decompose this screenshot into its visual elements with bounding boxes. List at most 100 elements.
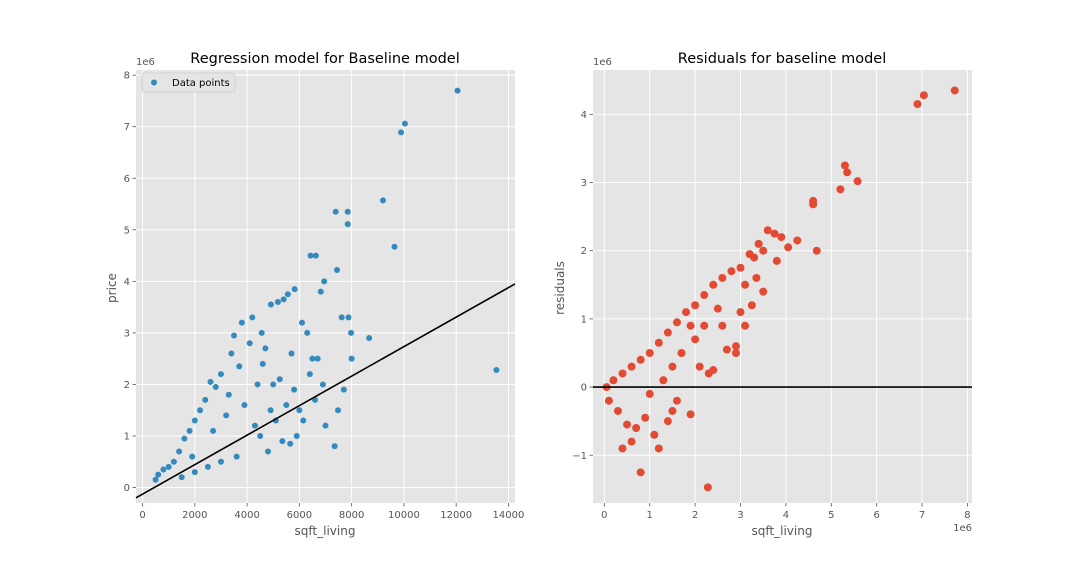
data-point — [262, 345, 269, 352]
data-point — [312, 252, 319, 259]
data-point — [300, 417, 307, 424]
data-point — [654, 444, 663, 453]
data-point — [204, 463, 211, 470]
data-point — [645, 389, 654, 398]
data-point — [317, 288, 324, 295]
data-point — [713, 304, 722, 313]
data-point — [613, 406, 622, 415]
data-point — [731, 342, 740, 351]
data-point — [645, 348, 654, 357]
data-point — [246, 340, 253, 347]
data-point — [741, 280, 750, 289]
data-point — [254, 381, 261, 388]
data-point — [348, 355, 355, 362]
data-point — [836, 185, 845, 194]
x-tick-label: 1 — [647, 510, 653, 521]
data-point — [238, 319, 245, 326]
x-tick-label: 2000 — [182, 510, 207, 521]
data-point — [283, 402, 290, 409]
data-point — [176, 448, 183, 455]
data-point — [747, 301, 756, 310]
y-tick-label: 0 — [581, 383, 587, 394]
data-point — [155, 471, 162, 478]
data-point — [722, 345, 731, 354]
y-tick-label: 2 — [124, 380, 130, 391]
data-point — [627, 437, 636, 446]
y-tick-label: 2 — [581, 246, 587, 257]
data-point — [704, 369, 713, 378]
data-point — [632, 423, 641, 432]
data-point — [189, 453, 196, 460]
data-point — [241, 402, 248, 409]
data-point — [668, 406, 677, 415]
data-point — [809, 200, 818, 209]
data-point — [709, 280, 718, 289]
legend-marker — [151, 79, 157, 86]
data-point — [345, 314, 352, 321]
data-point — [335, 407, 342, 414]
x-tick-label: 14000 — [493, 510, 525, 521]
data-point — [267, 407, 274, 414]
data-point — [493, 367, 500, 374]
data-point — [249, 314, 256, 321]
data-point — [288, 350, 295, 357]
data-point — [763, 226, 772, 235]
data-point — [321, 278, 328, 285]
y-tick-label: 6 — [124, 174, 130, 185]
data-point — [207, 378, 214, 385]
data-point — [853, 177, 862, 186]
data-point — [233, 453, 240, 460]
x-tick-label: 5 — [828, 510, 834, 521]
data-point — [291, 286, 298, 293]
data-point — [741, 321, 750, 330]
data-point — [307, 252, 314, 259]
data-point — [276, 376, 283, 383]
data-point — [236, 363, 243, 370]
chart-left-y-ticks: 0 1 2 3 4 5 6 7 8 — [124, 71, 136, 494]
y-tick-label: 3 — [124, 328, 130, 339]
data-point — [210, 427, 217, 434]
data-point — [197, 407, 204, 414]
data-point — [604, 396, 613, 405]
data-point — [700, 321, 709, 330]
data-point — [348, 329, 355, 336]
data-point — [641, 413, 650, 422]
data-point — [745, 250, 754, 259]
data-point — [784, 243, 793, 252]
data-point — [186, 427, 193, 434]
data-point — [181, 435, 188, 442]
data-point — [258, 329, 265, 336]
data-point — [306, 371, 313, 378]
data-point — [623, 420, 632, 429]
data-point — [391, 243, 398, 250]
data-point — [259, 360, 266, 367]
chart-right-title: Residuals for baseline model — [678, 51, 886, 67]
data-point — [322, 422, 329, 429]
data-point — [319, 381, 326, 388]
data-point — [191, 417, 198, 424]
data-point — [170, 458, 177, 465]
data-point — [663, 417, 672, 426]
data-point — [691, 301, 700, 310]
data-point — [695, 362, 704, 371]
data-point — [293, 432, 300, 439]
data-point — [919, 91, 928, 100]
data-point — [636, 355, 645, 364]
data-point — [700, 291, 709, 300]
data-point — [636, 468, 645, 477]
y-tick-label: 5 — [124, 225, 130, 236]
x-tick-label: 8000 — [339, 510, 364, 521]
data-point — [843, 168, 852, 177]
chart-right-y-ticks: −1 0 1 2 3 4 — [572, 110, 593, 462]
data-point — [703, 483, 712, 492]
chart-right-data-points — [602, 86, 959, 492]
data-point — [672, 318, 681, 327]
chart-right-x-axis-label: sqft_living — [752, 524, 813, 538]
x-tick-label: 4000 — [234, 510, 259, 521]
data-point — [331, 443, 338, 450]
data-point — [284, 291, 291, 298]
data-point — [231, 332, 238, 339]
data-point — [793, 236, 802, 245]
data-point — [267, 301, 274, 308]
